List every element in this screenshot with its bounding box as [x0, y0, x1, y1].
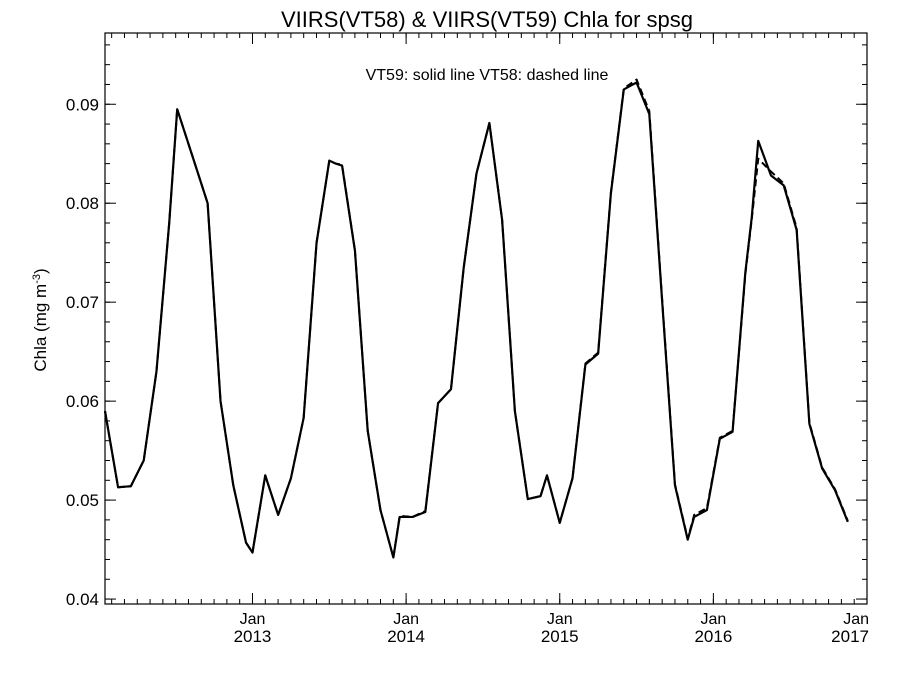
y-tick-label: 0.06 [66, 392, 99, 411]
x-tick-label: 2015 [541, 627, 579, 646]
x-tick-label: Jan [393, 611, 419, 628]
y-tick-label: 0.09 [66, 95, 99, 114]
x-tick-label: 2016 [694, 627, 732, 646]
x-tick-label: 2013 [234, 627, 272, 646]
x-tick-label: Jan [843, 611, 869, 628]
x-tick-label: Jan [547, 611, 573, 628]
y-axis-label-close: ) [31, 268, 50, 274]
axis-ticks [105, 33, 868, 604]
y-tick-label: 0.05 [66, 491, 99, 510]
chart-title: VIIRS(VT58) & VIIRS(VT59) Chla for spsg [281, 7, 693, 32]
y-tick-label: 0.07 [66, 293, 99, 312]
axis-tick-labels: 0.040.050.060.070.080.09Jan2013Jan2014Ja… [66, 95, 869, 646]
x-tick-label: Jan [700, 611, 726, 628]
x-tick-label: Jan [240, 611, 266, 628]
series-layer [103, 78, 849, 559]
y-axis-label: Chla (mg m-3) [31, 268, 50, 371]
chart-annotation: VT59: solid line VT58: dashed line [366, 67, 609, 84]
series-vt58-line [104, 78, 849, 559]
y-tick-label: 0.04 [66, 590, 99, 609]
y-tick-label: 0.08 [66, 194, 99, 213]
y-axis-label-superscript: -3 [31, 274, 43, 284]
plot-frame [104, 32, 868, 605]
x-tick-label: 2017 [831, 627, 869, 646]
y-axis-label-base: Chla (mg m [31, 284, 50, 372]
x-tick-label: 2014 [387, 627, 425, 646]
